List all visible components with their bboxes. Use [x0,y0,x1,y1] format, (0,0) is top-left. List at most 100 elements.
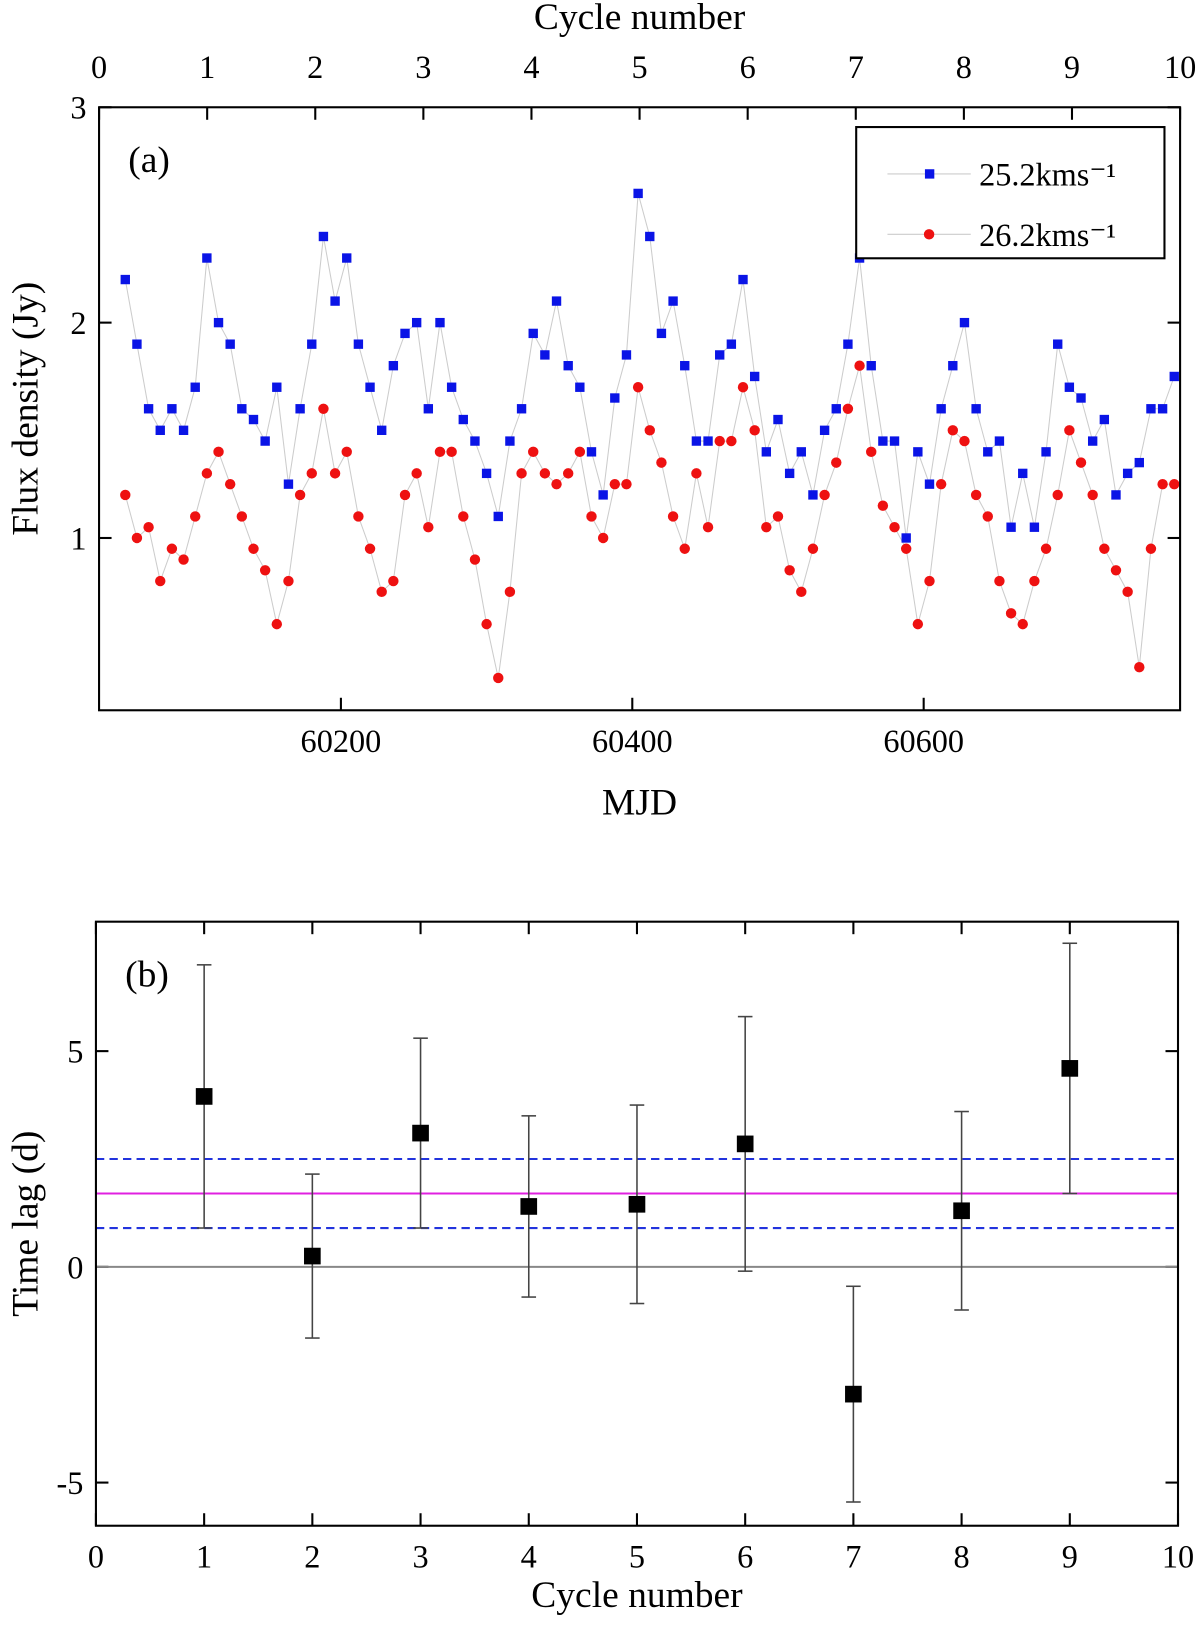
point [411,317,422,328]
point [1029,575,1040,587]
point [644,425,655,436]
point [213,317,224,328]
point [1087,489,1098,501]
point [621,478,632,490]
point [458,414,468,425]
point [190,382,200,392]
x2-tick-label: 3 [415,49,431,85]
point [236,511,248,522]
point [201,468,213,479]
point [423,404,434,414]
point [691,468,702,479]
y-tick-label: 5 [67,1034,83,1070]
x-tick-label: 8 [954,1538,970,1574]
x2-tick-label: 4 [523,49,539,85]
x2-tick-label: 5 [632,49,648,85]
point [470,436,480,446]
point [935,478,947,490]
point [283,479,294,489]
point [703,436,713,446]
point [306,468,317,479]
point [434,446,446,458]
point [400,328,410,339]
point [971,404,981,414]
point [318,403,329,414]
point [632,382,644,393]
y-tick-label: -5 [57,1465,84,1501]
x-tick-label: 7 [845,1538,861,1574]
point [1157,478,1168,490]
x-tick-label: 6 [737,1538,753,1574]
point [1169,478,1180,490]
point [202,253,212,263]
point [120,274,130,285]
point [831,457,842,468]
point [551,296,562,306]
point [1005,608,1017,619]
point [609,478,621,490]
point [667,511,679,522]
point [516,468,527,479]
point [120,489,131,501]
y-axis-title: Flux density (Jy) [6,282,47,536]
point [715,350,725,360]
point [504,586,516,598]
point [435,317,445,328]
point [913,447,923,457]
point [597,532,609,544]
point [260,436,270,446]
legend-box [855,126,1166,260]
point [423,522,434,533]
point [481,618,492,630]
point [574,446,586,458]
point [628,1195,646,1213]
point [411,468,422,479]
point [1076,393,1086,403]
point [528,328,538,339]
point [1099,543,1110,554]
point [959,435,970,447]
x2-tick-label: 8 [956,49,972,85]
point [330,296,340,306]
x-axis-title: Cycle number [531,1575,743,1616]
x-tick-label: 60600 [883,723,964,759]
point [248,414,259,425]
point [295,404,305,414]
panel-label: (a) [128,140,170,181]
point [1064,382,1075,392]
point [469,554,481,565]
point [819,489,830,501]
x-tick-label: 60400 [592,723,673,759]
x-tick-label: 4 [521,1538,537,1574]
point [539,468,551,479]
point [1061,1060,1079,1077]
point [761,522,772,533]
point [1087,436,1098,446]
point [772,511,784,522]
point [365,382,375,392]
point [656,457,667,468]
point [318,231,329,242]
point [796,586,807,598]
point [738,274,748,285]
point [843,339,853,349]
x-tick-label: 60200 [301,723,382,759]
point [831,404,841,414]
point [376,586,387,598]
point [726,339,737,349]
point [889,436,900,446]
point [924,575,935,587]
plot-frame [98,106,1182,712]
point [866,446,877,458]
x2-tick-label: 10 [1164,49,1196,85]
point [1018,468,1028,479]
point [948,361,958,371]
point [854,360,865,371]
point [167,404,177,414]
point [272,382,282,392]
point [562,468,574,479]
point [877,500,889,511]
point [178,425,189,435]
point [341,446,352,458]
